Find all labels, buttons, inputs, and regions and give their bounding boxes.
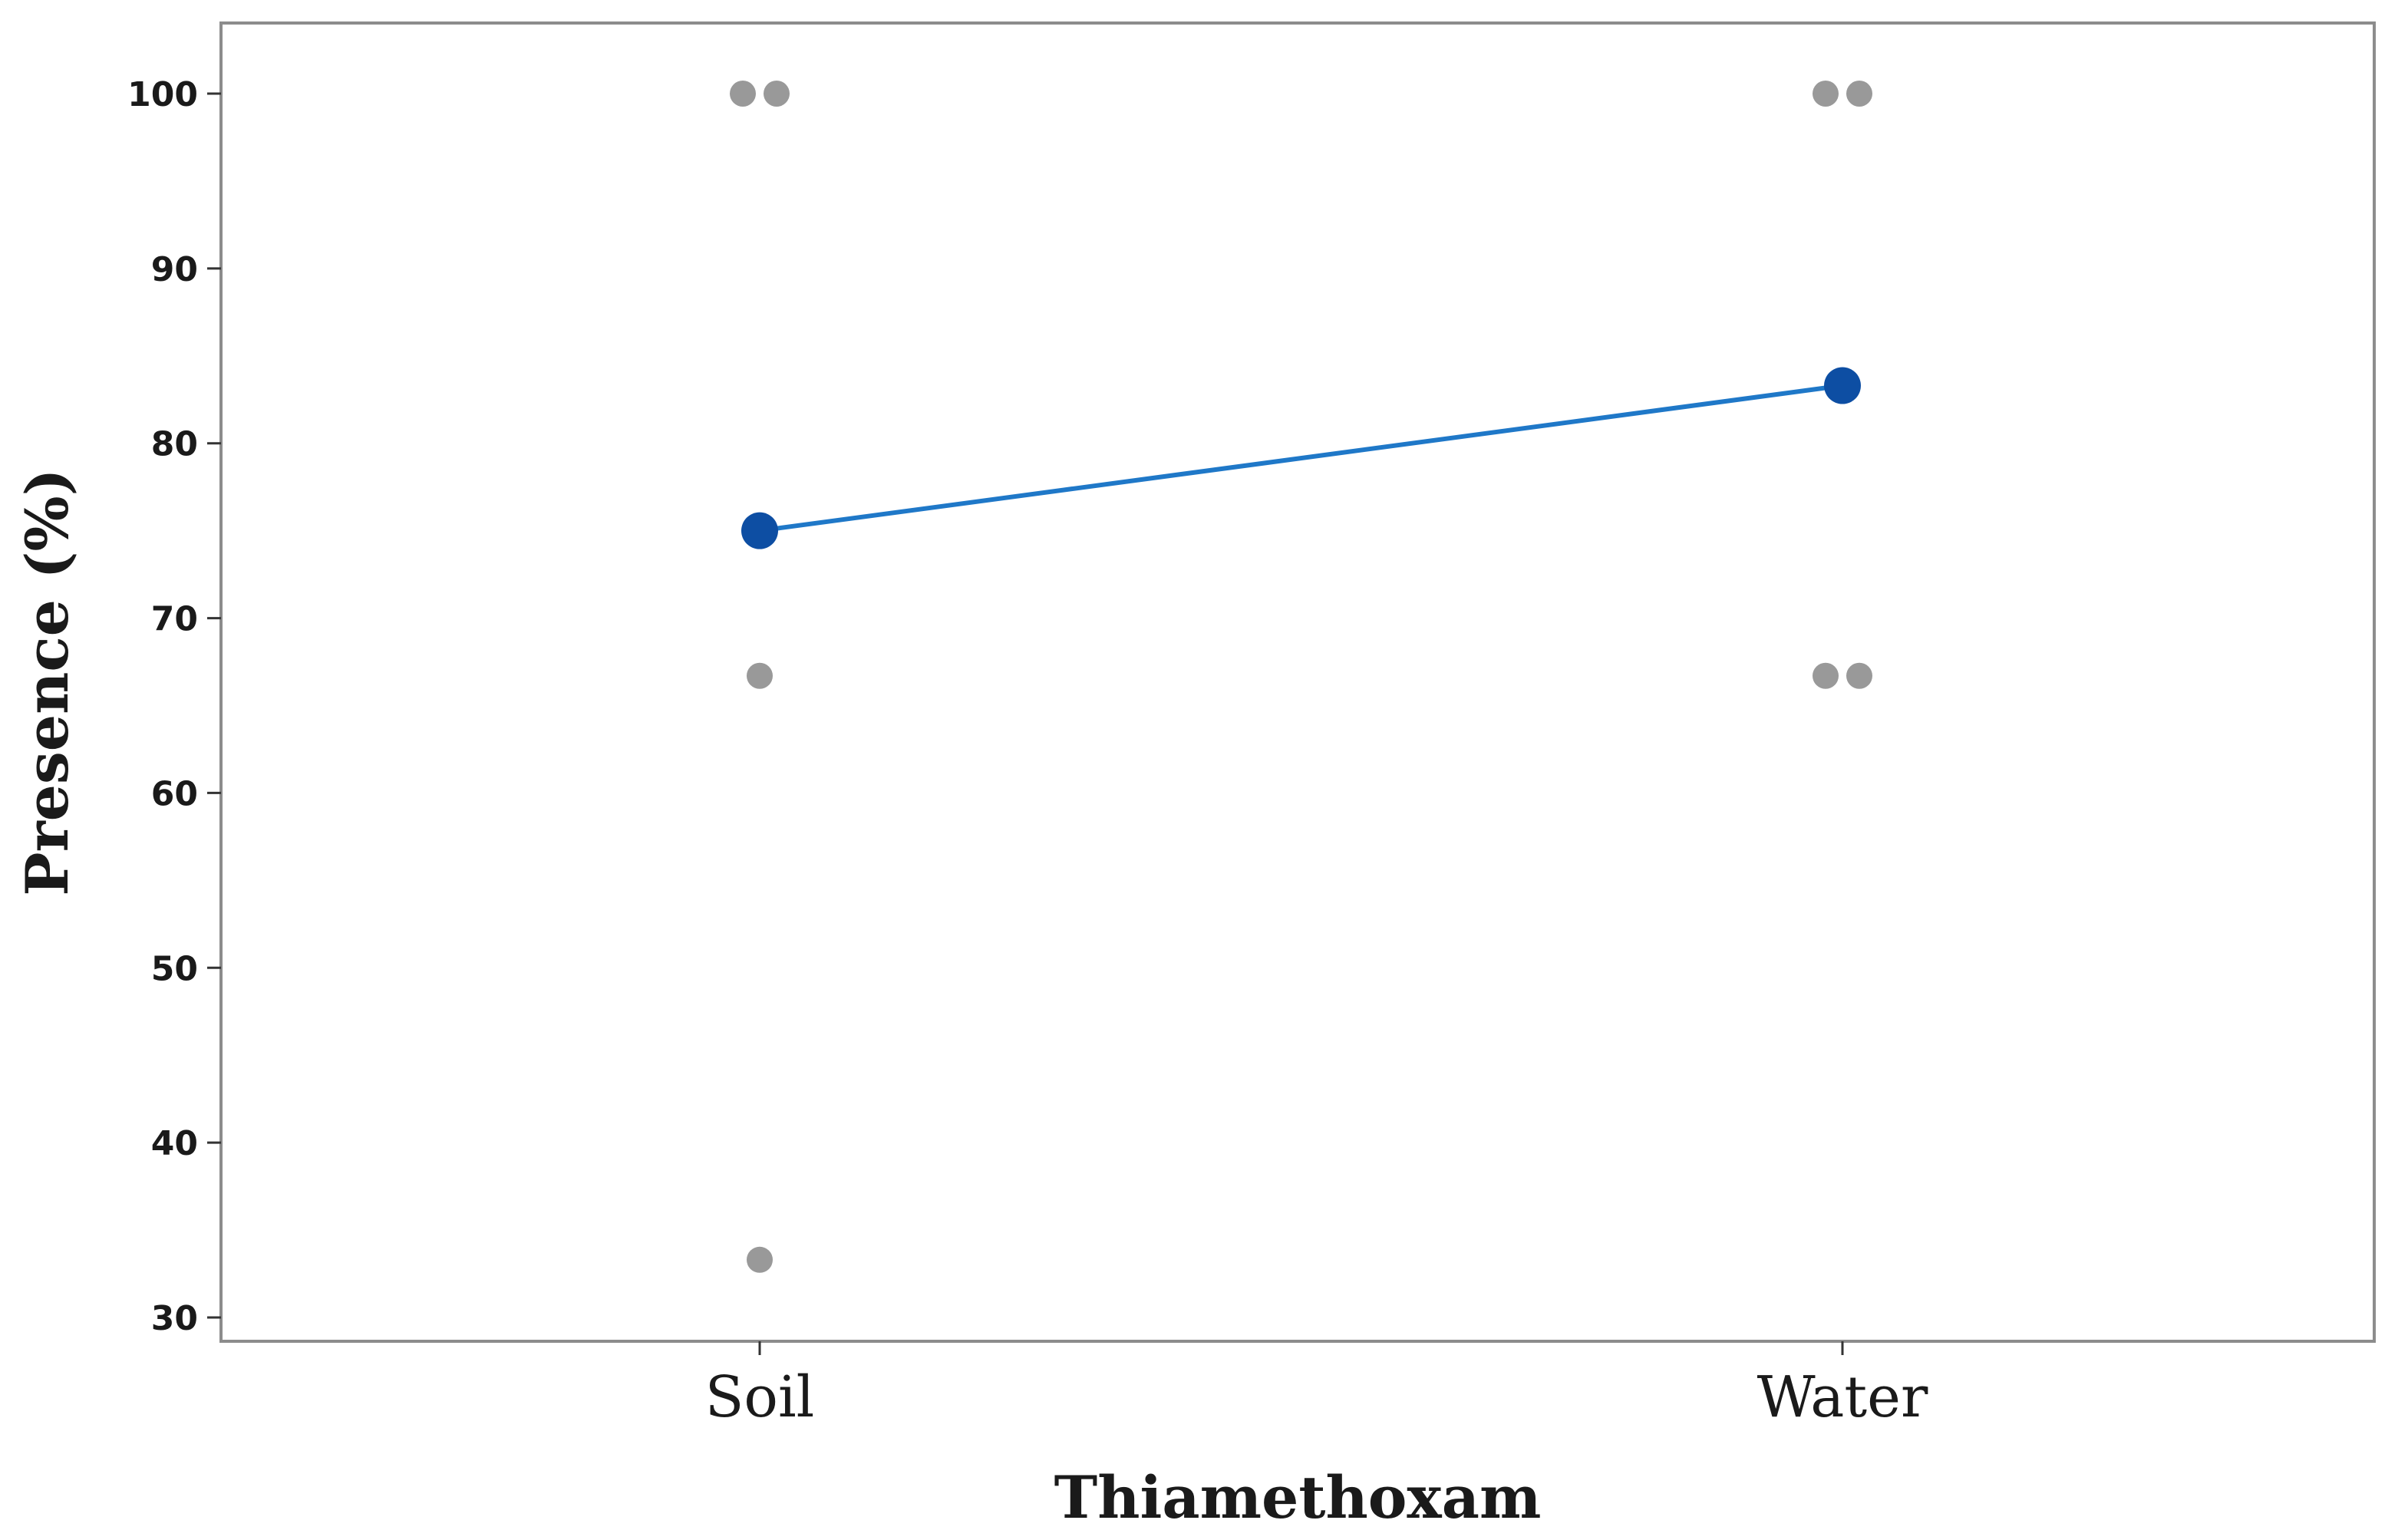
y-tick-label: 30 bbox=[151, 1299, 198, 1338]
observation-point bbox=[764, 81, 790, 107]
observation-point bbox=[747, 662, 773, 689]
y-tick-label: 50 bbox=[151, 949, 198, 988]
x-tick-label: Soil bbox=[705, 1364, 815, 1430]
observation-point bbox=[747, 1246, 773, 1273]
y-tick-label: 70 bbox=[151, 600, 198, 639]
observation-points bbox=[730, 81, 1872, 1273]
mean-line bbox=[759, 383, 1843, 533]
observation-point bbox=[730, 81, 756, 107]
observation-point bbox=[1813, 81, 1839, 107]
mean-point bbox=[741, 512, 778, 549]
x-axis-title: Thiamethoxam bbox=[1054, 1463, 1542, 1532]
observation-point bbox=[1846, 662, 1872, 689]
plot-area-frame bbox=[219, 21, 2376, 1343]
observation-point bbox=[1846, 81, 1872, 107]
y-tick-label: 90 bbox=[151, 250, 198, 289]
y-axis-ticks: 30 40 50 60 70 80 90 100 bbox=[127, 75, 221, 1338]
y-axis-title: Presence (%) bbox=[13, 468, 81, 895]
x-tick-label: Water bbox=[1757, 1364, 1928, 1430]
y-tick-label: 100 bbox=[127, 75, 198, 114]
mean-point bbox=[1824, 367, 1861, 404]
y-tick-label: 60 bbox=[151, 774, 198, 813]
mean-series bbox=[741, 367, 1861, 549]
y-tick-label: 80 bbox=[151, 425, 198, 464]
x-axis-ticks: Soil Water bbox=[705, 1341, 1928, 1430]
y-tick-label: 40 bbox=[151, 1124, 198, 1163]
observation-point bbox=[1813, 662, 1839, 689]
